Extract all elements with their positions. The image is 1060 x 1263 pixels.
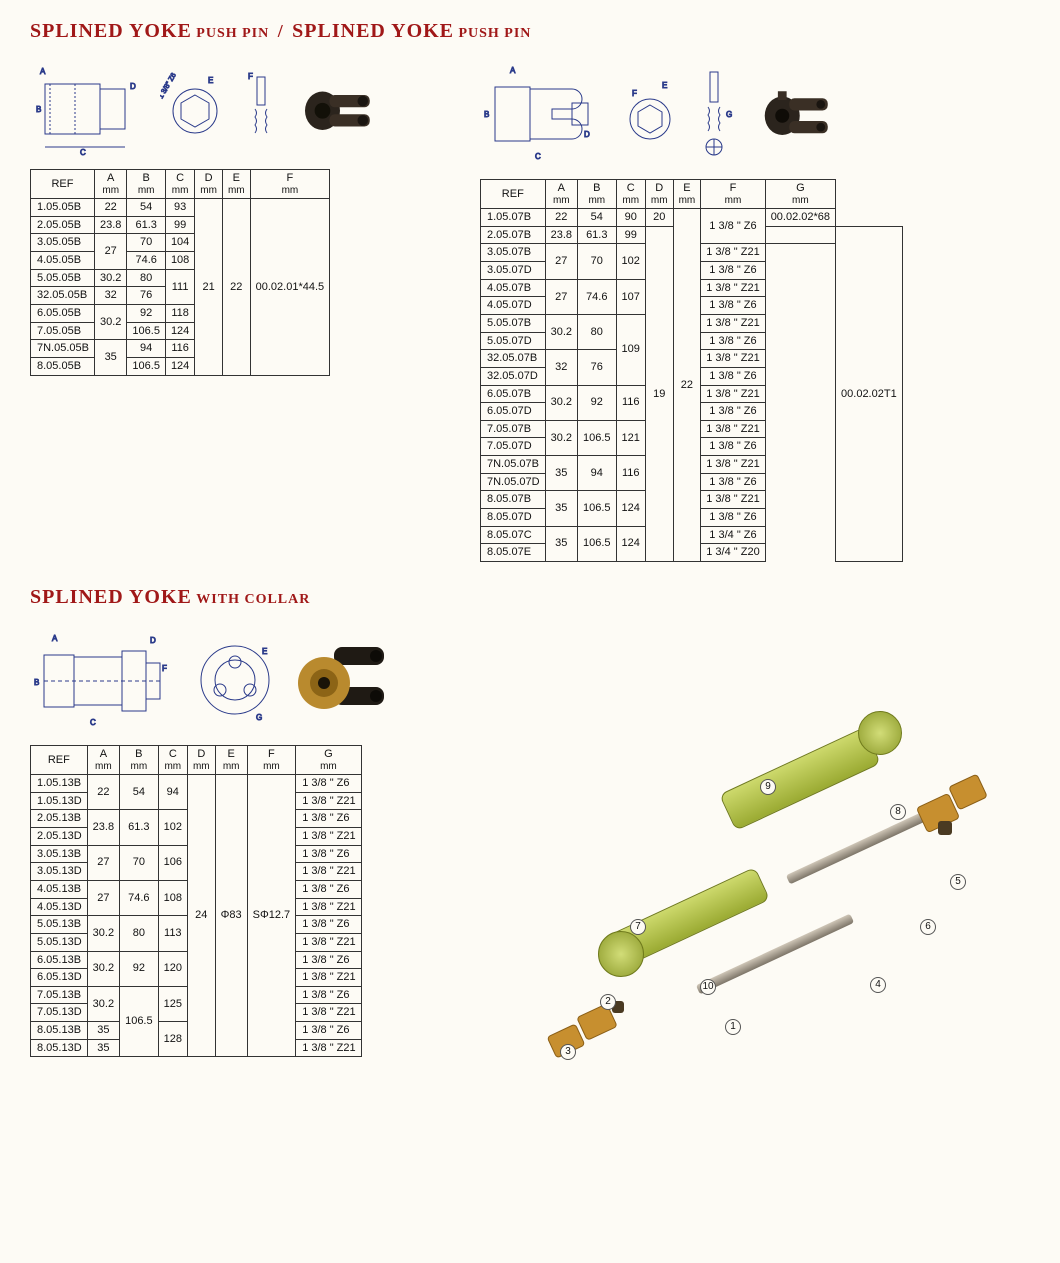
callout-5: 5: [950, 874, 966, 890]
svg-text:B: B: [484, 110, 489, 119]
tech-drawing-end-2: E F: [620, 74, 680, 154]
diagram-strip-3: A B C D F: [30, 625, 500, 735]
svg-text:D: D: [150, 636, 156, 645]
svg-text:G: G: [256, 713, 262, 722]
product-photo-2: [748, 74, 848, 154]
product-photo-1: [290, 69, 390, 149]
title-main-2: SPLINED YOKE: [292, 20, 454, 42]
svg-text:C: C: [90, 718, 96, 727]
callout-8: 8: [890, 804, 906, 820]
callout-4: 4: [870, 977, 886, 993]
part-outer-tube: [719, 727, 881, 831]
svg-text:E: E: [262, 647, 267, 656]
tech-drawing-end: E 1 3/8" Z6: [160, 69, 230, 149]
part-inner-tube-bell: [598, 931, 644, 977]
exploded-assembly-diagram: 1 2 3 4 5 6 7 8 9 10: [520, 649, 1000, 1069]
diagram-strip-2: A B C D E F: [480, 59, 1040, 169]
svg-text:F: F: [632, 89, 637, 98]
title-sub-2: PUSH PIN: [458, 26, 531, 41]
spec-table-3: REFAmmBmmCmmDmmEmmFmmGmm1.05.13B22549424…: [30, 745, 362, 1057]
right-column: A B C D E F: [480, 53, 1040, 562]
tech-drawing-end-3: E G: [190, 630, 280, 730]
spec-table-2: REFAmmBmmCmmDmmEmmFmmGmm1.05.07B22549020…: [480, 179, 903, 562]
svg-text:B: B: [34, 678, 39, 687]
section-splined-yoke-push-pin: SPLINED YOKE PUSH PIN / SPLINED YOKE PUS…: [30, 20, 1030, 562]
part-outer-tube-bell: [858, 711, 902, 755]
svg-text:A: A: [52, 634, 58, 643]
tech-drawing-side-2: A B C D: [480, 59, 610, 169]
svg-text:F: F: [162, 664, 167, 673]
callout-2: 2: [600, 994, 616, 1010]
svg-text:C: C: [535, 152, 541, 161]
part-cross: [938, 821, 952, 835]
callout-1: 1: [725, 1019, 741, 1035]
tech-drawing-pin: F: [240, 69, 280, 149]
spec-table-1: REFAmmBmmCmmDmmEmmFmm1.05.05B22549321220…: [30, 169, 330, 376]
callout-9: 9: [760, 779, 776, 795]
callout-10: 10: [700, 979, 716, 995]
tech-drawing-side: A B C D: [30, 59, 150, 159]
svg-text:E: E: [208, 76, 213, 85]
exploded-view-column: 1 2 3 4 5 6 7 8 9 10: [520, 619, 1000, 1069]
svg-text:A: A: [510, 66, 516, 75]
diagram-strip-1: A B C D E 1 3/8" Z6: [30, 59, 460, 159]
svg-text:D: D: [584, 130, 590, 139]
product-photo-3: [290, 635, 400, 725]
svg-text:1 3/8" Z6: 1 3/8" Z6: [160, 72, 178, 100]
title-main-3: SPLINED YOKE: [30, 586, 192, 608]
left-column-2: A B C D F: [30, 619, 500, 1057]
tech-drawing-pin-2: G: [690, 67, 738, 162]
callout-3: 3: [560, 1044, 576, 1060]
title-main-1: SPLINED YOKE: [30, 20, 192, 42]
svg-text:F: F: [248, 72, 253, 81]
callout-6: 6: [920, 919, 936, 935]
svg-text:B: B: [36, 105, 41, 114]
svg-text:A: A: [40, 67, 46, 76]
title-row-1: SPLINED YOKE PUSH PIN / SPLINED YOKE PUS…: [30, 20, 1030, 43]
title-sub-1: PUSH PIN: [196, 26, 269, 41]
svg-text:G: G: [726, 110, 732, 119]
title-sub-3: WITH COLLAR: [196, 592, 310, 607]
part-shaft-lower: [696, 913, 854, 994]
tech-drawing-side-3: A B C D F: [30, 625, 180, 735]
title-row-2: SPLINED YOKE WITH COLLAR: [30, 586, 1030, 609]
svg-text:E: E: [662, 81, 667, 90]
section-splined-yoke-with-collar: SPLINED YOKE WITH COLLAR A B: [30, 586, 1030, 1069]
callout-7: 7: [630, 919, 646, 935]
svg-text:C: C: [80, 148, 86, 157]
svg-text:D: D: [130, 82, 136, 91]
left-column: A B C D E 1 3/8" Z6: [30, 53, 460, 376]
